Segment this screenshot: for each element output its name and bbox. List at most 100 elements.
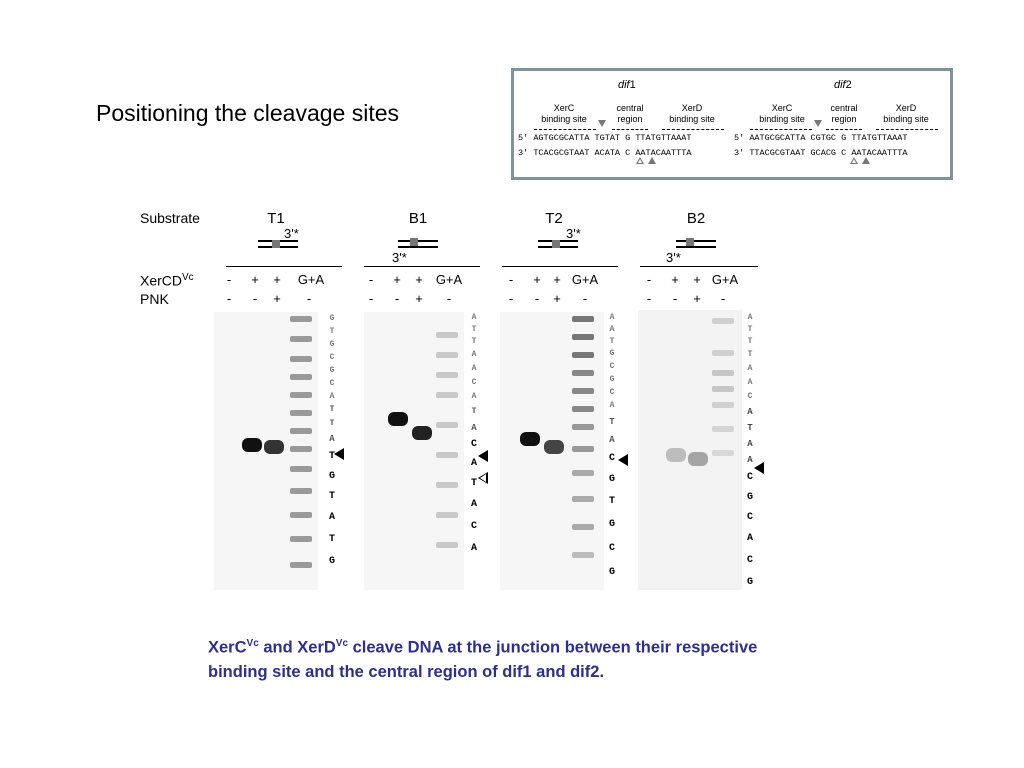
xercd-lane-2: + [251, 272, 259, 287]
dif-sequence-box: dif1 XerC binding site central region XerD… [511, 68, 953, 180]
ladder-band [572, 334, 594, 340]
cleavage-band [666, 448, 686, 462]
hollow-cleavage-site-arrow [478, 472, 488, 484]
ladder-band [290, 562, 312, 568]
ladder-band [290, 336, 312, 342]
pnk-lane-4: - [720, 291, 726, 306]
ladder-band [572, 352, 594, 358]
xercd-lane-3: + [553, 272, 561, 287]
dif1-xerc-label: XerC binding site [541, 103, 587, 124]
condition-divider [226, 266, 342, 267]
gel-image [364, 312, 464, 590]
dif1-bottom-cleavage-arrow [648, 157, 656, 164]
figure-caption: XerCVc and XerDVc cleave DNA at the junc… [208, 638, 758, 681]
ladder-band [572, 424, 594, 430]
ladder-band [712, 318, 734, 324]
panel-name: T2 [545, 210, 563, 227]
ladder-band [436, 482, 458, 488]
ladder-band [572, 470, 594, 476]
ladder-band [290, 512, 312, 518]
pnk-lane-2: - [672, 291, 678, 306]
gel-image [500, 312, 604, 590]
xercd-lane-1: - [646, 272, 652, 287]
ladder-band [712, 402, 734, 408]
sequence-column: A T T A A C A T A C A T A C A [470, 313, 477, 554]
ladder-band [290, 356, 312, 362]
ladder-band [436, 512, 458, 518]
ladder-band [572, 524, 594, 530]
pnk-lane-1: - [226, 291, 232, 306]
panel-t2: T2 3'* - + + G+A - - + - A A T G C G C A… [498, 0, 628, 600]
ladder-band [290, 410, 312, 416]
cleavage-site-arrow [754, 462, 764, 474]
cleavage-site-arrow [478, 450, 488, 462]
xercd-lane-2: + [533, 272, 541, 287]
dif1-xerd-label: XerD binding site [669, 103, 715, 124]
xercd-lane-1: - [368, 272, 374, 287]
dif1-bottom-strand: 3' TCACGCGTAAT ACATA C AATACAATTTA [518, 148, 692, 158]
ladder-band [290, 536, 312, 542]
pnk-lane-1: - [646, 291, 652, 306]
substrate-top-strand [398, 240, 438, 242]
xercd-lane-1: - [226, 272, 232, 287]
cleavage-band [388, 412, 408, 426]
pnk-lane-4: - [306, 291, 312, 306]
pnk-lane-3: + [693, 291, 701, 306]
ladder-band [290, 316, 312, 322]
ladder-band [436, 542, 458, 548]
ladder-band [290, 466, 312, 472]
ladder-band [572, 496, 594, 502]
dif1-top-strand: 5' AGTGCGCATTA TGTAT G TTATGTTAAAT [518, 133, 692, 143]
ladder-band [290, 428, 312, 434]
substrate-label-marker [686, 238, 694, 246]
dif2-hollow-cleavage-arrow [850, 157, 858, 164]
ladder-band [290, 392, 312, 398]
gel-image [638, 310, 742, 590]
pnk-lane-1: - [368, 291, 374, 306]
substrate-bottom-strand [676, 246, 716, 248]
ladder-band [712, 370, 734, 376]
pnk-lane-3: + [415, 291, 423, 306]
cleavage-band-pnk [688, 452, 708, 466]
ladder-band [436, 452, 458, 458]
dif1-top-cleavage-arrow [598, 120, 606, 127]
dif2-central-dash [826, 129, 862, 130]
pnk-lane-2: - [394, 291, 400, 306]
panel-name: B1 [408, 210, 428, 227]
pnk-lane-4: - [582, 291, 588, 306]
pnk-lane-1: - [508, 291, 514, 306]
cleavage-band-pnk [544, 440, 564, 454]
dif1-heading: dif1 [618, 79, 636, 91]
xercd-lane-2: + [671, 272, 679, 287]
panel-name: B2 [686, 210, 706, 227]
ladder-band [572, 446, 594, 452]
xercd-lane-4: G+A [435, 272, 463, 287]
condition-divider [364, 266, 480, 267]
dif1-xerd-dash [662, 129, 724, 130]
ladder-band [436, 372, 458, 378]
dif2-top-strand: 5' AATGCGCATTA CGTGC G TTATGTTAAAT [734, 133, 908, 143]
dif2-xerc-dash [750, 129, 812, 130]
cleavage-band [520, 432, 540, 446]
end-label: 3'* [284, 226, 299, 241]
cleavage-band-pnk [412, 426, 432, 440]
xercd-lane-3: + [693, 272, 701, 287]
cleavage-band-pnk [264, 440, 284, 454]
ladder-band [436, 392, 458, 398]
ladder-band [290, 374, 312, 380]
pnk-lane-3: + [273, 291, 281, 306]
substrate-label-marker [552, 240, 560, 248]
ladder-band [712, 386, 734, 392]
panel-b2: B2 3'* - + + G+A - - + - A T T T A A C A… [636, 0, 776, 600]
pnk-lane-3: + [553, 291, 561, 306]
ladder-band [290, 446, 312, 452]
xercd-lane-4: G+A [297, 272, 325, 287]
xercd-lane-4: G+A [711, 272, 739, 287]
sequence-column: A A T G C G C A T A C G T G C G [608, 313, 615, 578]
pnk-lane-2: - [534, 291, 540, 306]
ladder-band [572, 370, 594, 376]
ladder-band [712, 426, 734, 432]
gel-image [214, 312, 318, 590]
sequence-column: A T T T A A C A T A A C G C A C G [746, 313, 753, 588]
ladder-band [712, 350, 734, 356]
